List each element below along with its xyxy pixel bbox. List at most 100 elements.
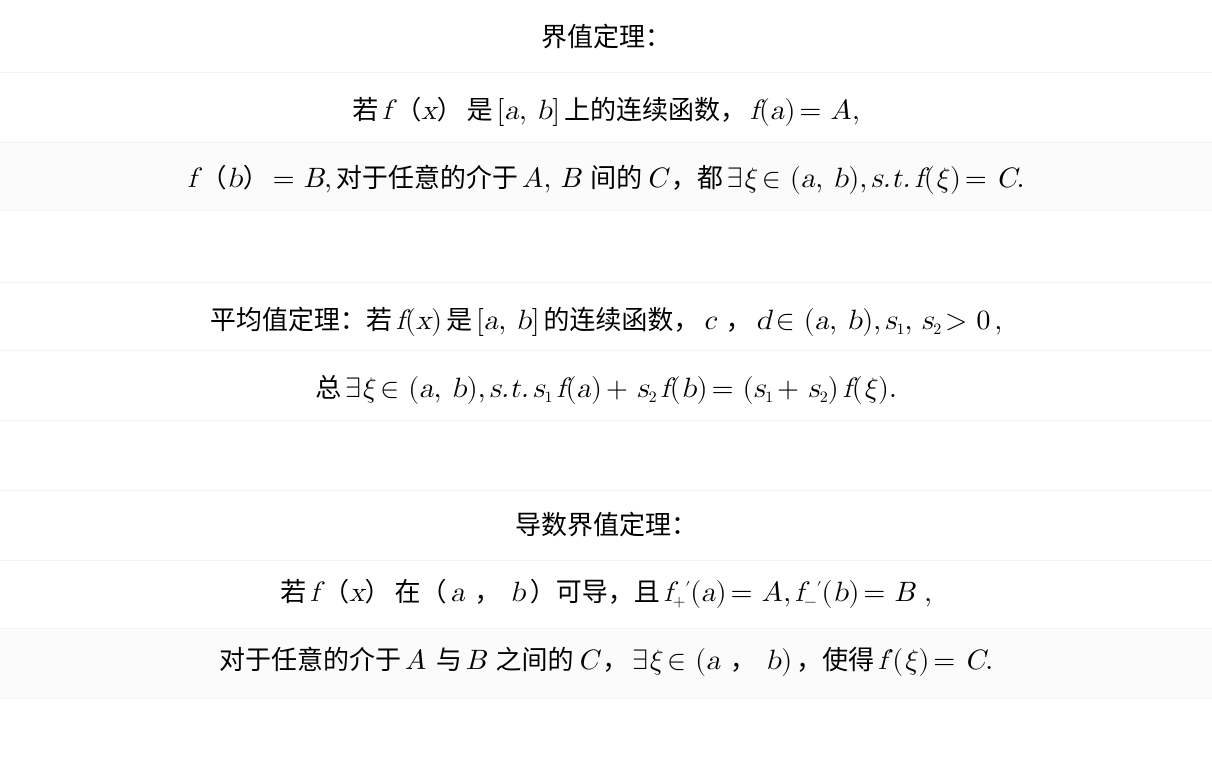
theorem-3-title-row: 导数界值定理：: [0, 505, 1212, 542]
text: 是: [467, 96, 493, 125]
period: .: [1017, 165, 1025, 193]
theorem-3-line-1: 若 f （x） 在（ a ， b ）可导，且 f+′(a) = A, f−′(b…: [0, 572, 1212, 612]
sp: [399, 375, 408, 403]
lparen: (: [408, 375, 419, 403]
sp: [987, 165, 996, 193]
sp: [427, 647, 436, 675]
rparen-cn: ）: [243, 164, 269, 193]
comma: ,: [852, 97, 860, 125]
rparen: ): [697, 375, 708, 403]
math-B: B: [894, 579, 914, 607]
theorem-2-line-1: 平均值定理：若 f(x) 是 [a, b] 的连续函数， c ， d ∈ (a,…: [0, 300, 1212, 340]
sub-2: 2: [820, 390, 828, 406]
math-b: b: [681, 375, 697, 403]
text: 的连续函数，: [543, 306, 699, 335]
theorem-1-title-row: 界值定理：: [0, 17, 1212, 54]
rparen: ): [862, 307, 873, 335]
comma: ,: [783, 579, 791, 607]
comma: ,: [519, 97, 527, 125]
text: ，都: [671, 164, 723, 193]
sp: [781, 165, 790, 193]
plus: +: [606, 375, 628, 403]
comma: ,: [829, 307, 837, 335]
sp: [915, 579, 924, 607]
sub-plus: +: [673, 594, 685, 610]
comma-cn: ，: [474, 578, 500, 607]
sp: [551, 165, 560, 193]
eq: =: [273, 165, 295, 193]
math-f: f: [396, 307, 405, 335]
gridline: [0, 72, 1212, 73]
math-f: f: [661, 375, 670, 403]
gridline: [0, 350, 1212, 351]
period: .: [985, 647, 993, 675]
sub-1: 1: [545, 390, 553, 406]
math-a: a: [815, 307, 830, 335]
math-a: a: [706, 647, 721, 675]
comma: ,: [324, 165, 332, 193]
math-xi: ξ: [863, 375, 878, 403]
math-c: c: [703, 307, 716, 335]
sp: [967, 307, 976, 335]
plus: +: [777, 375, 799, 403]
lparen: (: [690, 579, 701, 607]
st: s.t.: [871, 165, 911, 193]
lparen: (: [405, 307, 416, 335]
rbrack: ]: [552, 97, 560, 125]
comma: ,: [924, 579, 932, 607]
theorem-1-line-2: f （b） = B, 对于任意的介于 A, B 间的 C ，都 ∃ξ ∈ (a,…: [0, 158, 1212, 196]
sp: [500, 579, 509, 607]
text: 对于任意的介于: [219, 646, 401, 675]
rparen: ): [878, 375, 889, 403]
sp: [686, 647, 695, 675]
comma-cn: ，: [730, 646, 756, 675]
page: 界值定理： 若 f （x） 是 [a, b] 上的连续函数， f(a) = A,…: [0, 0, 1212, 758]
lparen-cn: （: [323, 578, 349, 607]
math-x: x: [421, 97, 436, 125]
math-A: A: [522, 165, 544, 193]
sp: [837, 307, 846, 335]
eq: =: [731, 579, 753, 607]
rparen: ): [467, 375, 478, 403]
math-a: a: [451, 579, 466, 607]
exists: ∃: [727, 165, 743, 193]
math-a: a: [419, 375, 434, 403]
math-b: b: [536, 97, 552, 125]
gridline: [0, 628, 1212, 629]
math-s: s: [754, 375, 766, 403]
gridline: [0, 142, 1212, 143]
gt: >: [945, 307, 967, 335]
math-xi: ξ: [935, 165, 950, 193]
comma: ,: [478, 375, 486, 403]
rparen: ): [781, 647, 792, 675]
math-A: A: [405, 647, 427, 675]
lparen: (: [822, 579, 833, 607]
math-xi: ξ: [743, 165, 758, 193]
text: ）可导，且: [530, 578, 660, 607]
sp: [716, 307, 725, 335]
theorem-1-line-1: 若 f （x） 是 [a, b] 上的连续函数， f(a) = A,: [0, 90, 1212, 128]
gridline: [0, 420, 1212, 421]
lparen: (: [743, 375, 754, 403]
text: 若: [352, 96, 378, 125]
math-f: f: [878, 647, 887, 675]
eq: =: [799, 97, 821, 125]
lparen: (: [924, 165, 935, 193]
text: 间的: [590, 164, 642, 193]
text: 之间的: [495, 646, 573, 675]
sp: [799, 375, 808, 403]
lparen: (: [892, 647, 903, 675]
math-f: f: [750, 97, 759, 125]
text: 上的连续函数，: [564, 96, 746, 125]
math-B: B: [561, 165, 581, 193]
text: 若: [280, 578, 306, 607]
math-f: f: [188, 165, 197, 193]
math-b: b: [765, 647, 781, 675]
lparen: (: [852, 375, 863, 403]
math-B: B: [304, 165, 324, 193]
math-b: b: [510, 579, 526, 607]
math-xi: ξ: [648, 647, 663, 675]
rparen: ): [918, 647, 929, 675]
eq: =: [933, 647, 955, 675]
lparen-cn: （: [201, 164, 227, 193]
